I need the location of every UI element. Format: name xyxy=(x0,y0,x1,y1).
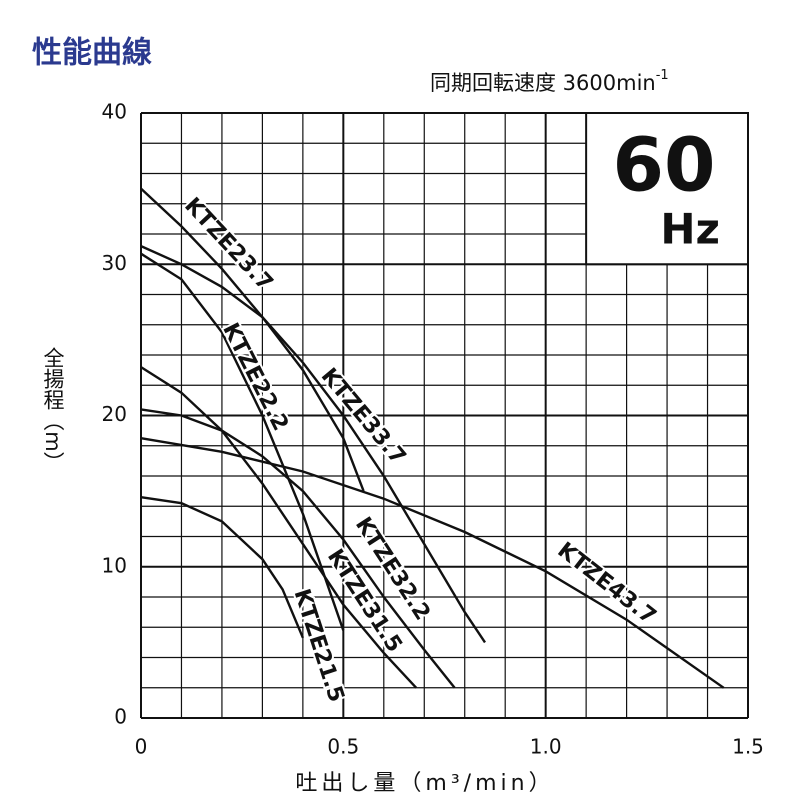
x-tick-label: 1.0 xyxy=(530,735,562,759)
badge-unit: Hz xyxy=(660,205,720,254)
x-tick-label: 0 xyxy=(135,735,148,759)
badge-value: 60 xyxy=(613,123,716,209)
y-tick-label: 20 xyxy=(102,402,127,426)
y-tick-label: 40 xyxy=(102,100,127,124)
subtitle-text: 同期回転速度 3600min xyxy=(430,71,656,95)
x-axis-title: 吐出し量（m³/min） xyxy=(295,771,554,796)
curve-label: KTZE22.2 xyxy=(217,319,293,435)
curve xyxy=(140,252,345,631)
x-tick-label: 1.5 xyxy=(732,735,764,759)
y-tick-label: 30 xyxy=(102,251,127,275)
curve xyxy=(140,437,725,689)
subtitle: 同期回転速度 3600min-1 xyxy=(430,68,669,96)
y-tick-label: 0 xyxy=(114,705,127,729)
curve xyxy=(140,366,418,689)
y-axis-title: 全揚程（m） xyxy=(41,347,65,472)
badge-box xyxy=(585,112,750,266)
curve xyxy=(140,496,305,639)
curve xyxy=(140,408,456,689)
curve xyxy=(140,245,486,644)
subtitle-superscript: -1 xyxy=(656,68,669,83)
chart-title: 性能曲線 xyxy=(32,36,152,71)
y-tick-label: 10 xyxy=(102,553,127,577)
x-tick-label: 0.5 xyxy=(327,735,359,759)
